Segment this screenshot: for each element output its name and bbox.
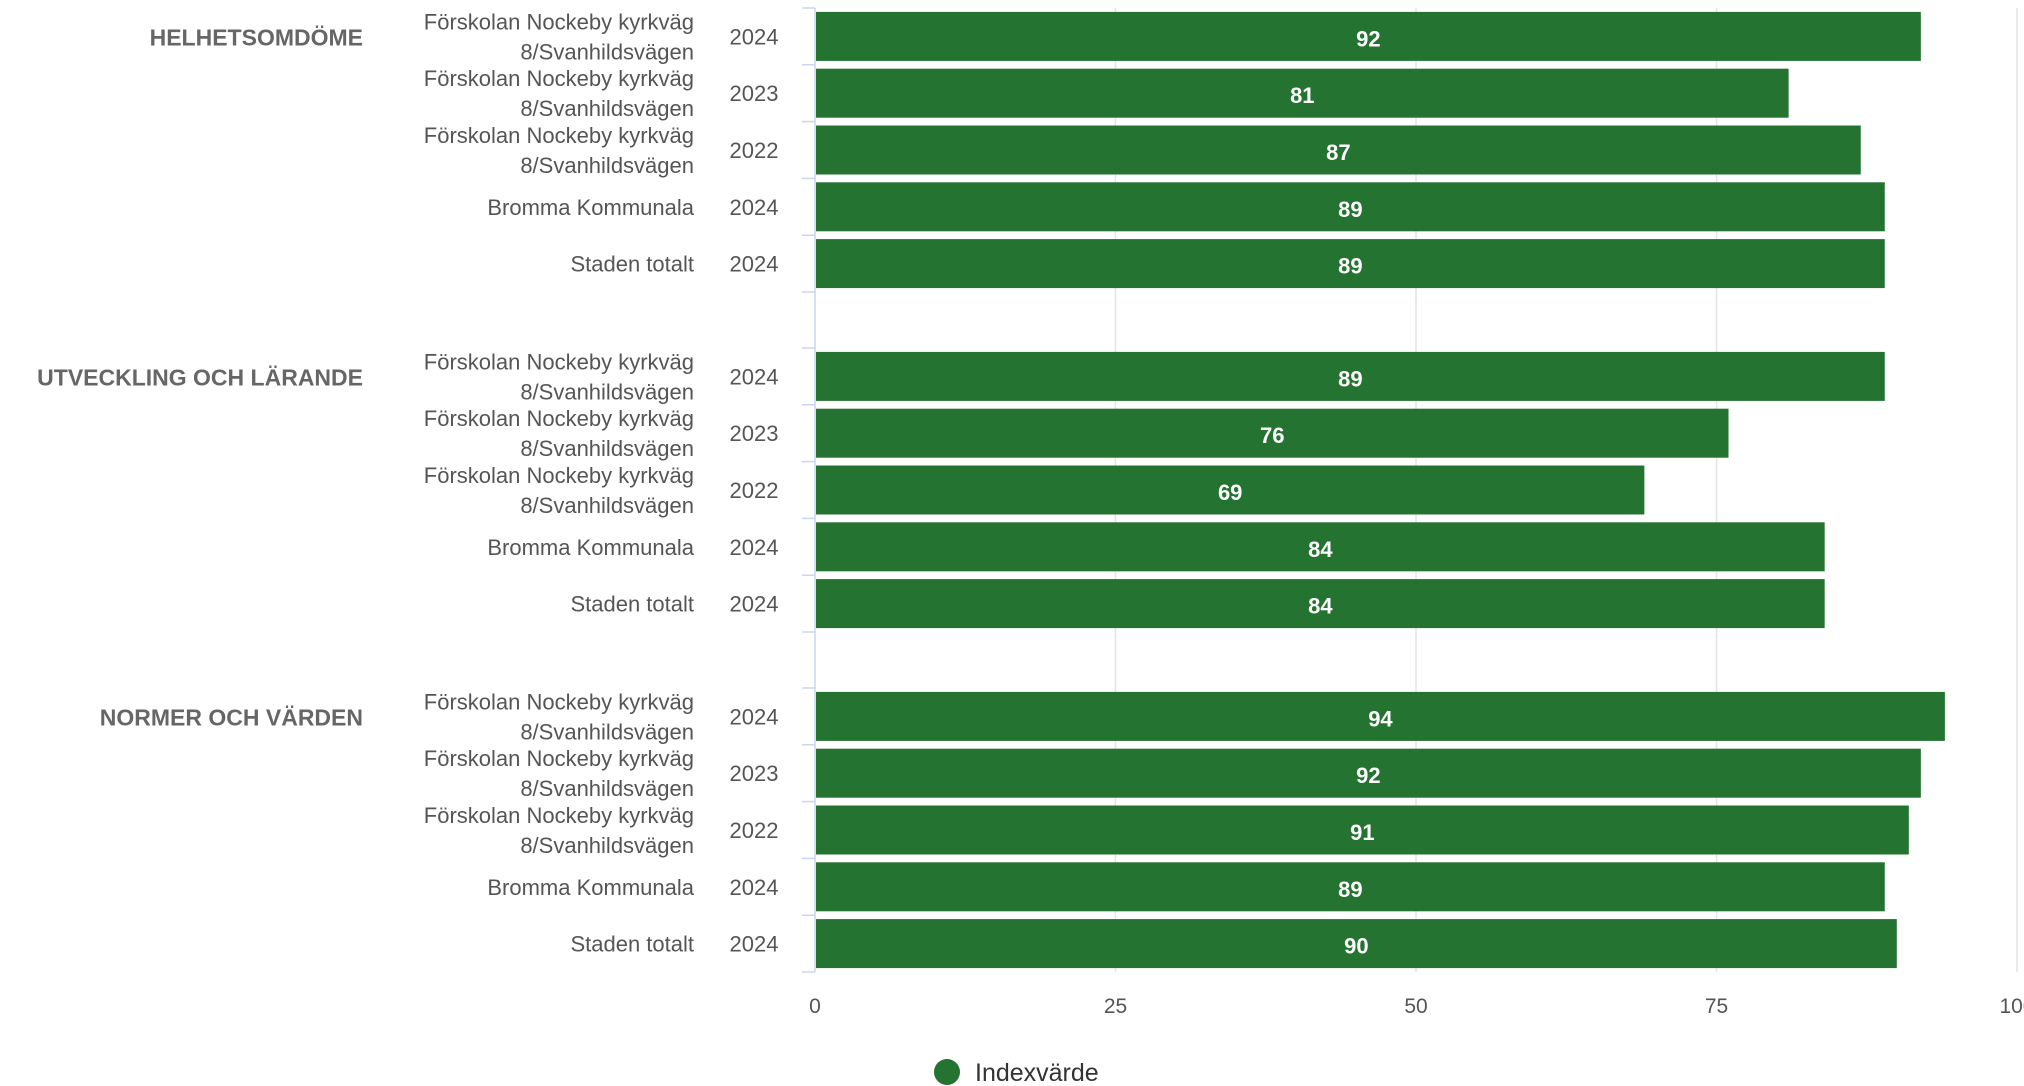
bar[interactable]: [816, 68, 1789, 118]
legend[interactable]: Indexvärde: [934, 1059, 1099, 1086]
year-label: 2023: [730, 81, 779, 106]
bar-value-label: 92: [1356, 763, 1380, 788]
bar[interactable]: [816, 691, 1945, 741]
bar[interactable]: [816, 748, 1921, 798]
row-name-label: Förskolan Nockeby kyrkväg: [424, 349, 694, 374]
category-axis: [802, 7, 816, 973]
row-name-label: 8/Svanhildsvägen: [520, 776, 694, 801]
row-name-label: 8/Svanhildsvägen: [520, 436, 694, 461]
row-name-label: Staden totalt: [570, 932, 694, 957]
group-label: HELHETSOMDÖME: [150, 24, 363, 50]
row-name-label: Bromma Kommunala: [487, 875, 694, 900]
bar-value-label: 84: [1308, 594, 1333, 619]
bar[interactable]: [816, 579, 1825, 629]
bar-value-label: 81: [1290, 83, 1314, 108]
year-label: 2024: [730, 364, 779, 389]
year-label: 2022: [730, 818, 779, 843]
bar[interactable]: [816, 522, 1825, 572]
row-name-label: 8/Svanhildsvägen: [520, 39, 694, 64]
year-label: 2024: [730, 875, 779, 900]
row-name-label: 8/Svanhildsvägen: [520, 379, 694, 404]
row-name-label: Förskolan Nockeby kyrkväg: [424, 406, 694, 431]
row-name-label: Förskolan Nockeby kyrkväg: [424, 66, 694, 91]
bar[interactable]: [816, 805, 1909, 855]
bar-value-label: 89: [1338, 366, 1362, 391]
bar-value-label: 91: [1350, 820, 1374, 845]
year-label: 2024: [730, 252, 779, 277]
bars: 92 81 87 89 89 89 76 69 84 84 94 92 91 89 90: [816, 11, 1945, 969]
row-name-label: Bromma Kommunala: [487, 195, 694, 220]
bar[interactable]: [816, 125, 1861, 175]
bar-value-label: 87: [1326, 140, 1350, 165]
year-label: 2024: [730, 932, 779, 957]
bar-value-label: 92: [1356, 26, 1380, 51]
bar[interactable]: [816, 465, 1645, 515]
group-label: UTVECKLING OCH LÄRANDE: [37, 364, 363, 390]
row-name-label: Förskolan Nockeby kyrkväg: [424, 463, 694, 488]
x-tick-label: 50: [1404, 995, 1427, 1018]
bar-value-label: 89: [1338, 197, 1362, 222]
bar-value-label: 84: [1308, 537, 1333, 562]
bar[interactable]: [816, 351, 1885, 401]
x-axis-ticks: 0 25 50 75 100: [809, 995, 2024, 1018]
year-label: 2024: [730, 535, 779, 560]
row-name-label: Staden totalt: [570, 252, 694, 277]
bar[interactable]: [816, 11, 1921, 61]
bar-value-label: 89: [1338, 254, 1362, 279]
x-tick-label: 0: [809, 995, 821, 1018]
legend-marker[interactable]: [934, 1059, 960, 1085]
bar-value-label: 90: [1344, 934, 1368, 959]
bar[interactable]: [816, 862, 1885, 912]
row-name-label: 8/Svanhildsvägen: [520, 153, 694, 178]
row-name-label: 8/Svanhildsvägen: [520, 719, 694, 744]
year-label: 2022: [730, 478, 779, 503]
year-label: 2022: [730, 138, 779, 163]
x-tick-label: 25: [1104, 995, 1127, 1018]
bar[interactable]: [816, 408, 1729, 458]
year-label: 2024: [730, 704, 779, 729]
row-name-label: Förskolan Nockeby kyrkväg: [424, 123, 694, 148]
year-label: 2023: [730, 421, 779, 446]
year-label: 2023: [730, 761, 779, 786]
row-name-label: Förskolan Nockeby kyrkväg: [424, 803, 694, 828]
row-name-label: 8/Svanhildsvägen: [520, 96, 694, 121]
year-label: 2024: [730, 195, 779, 220]
row-name-label: Förskolan Nockeby kyrkväg: [424, 9, 694, 34]
x-tick-label: 100: [1999, 995, 2024, 1018]
bar[interactable]: [816, 239, 1885, 289]
bar-value-label: 89: [1338, 877, 1362, 902]
row-name-label: Staden totalt: [570, 592, 694, 617]
row-name-label: Förskolan Nockeby kyrkväg: [424, 689, 694, 714]
bar-value-label: 69: [1218, 480, 1242, 505]
bar-value-label: 94: [1368, 706, 1393, 731]
bar[interactable]: [816, 182, 1885, 232]
group-label: NORMER OCH VÄRDEN: [100, 704, 363, 730]
row-name-label: Bromma Kommunala: [487, 535, 694, 560]
row-name-label: 8/Svanhildsvägen: [520, 833, 694, 858]
row-name-label: Förskolan Nockeby kyrkväg: [424, 746, 694, 771]
year-label: 2024: [730, 24, 779, 49]
bar-value-label: 76: [1260, 423, 1284, 448]
legend-label[interactable]: Indexvärde: [975, 1059, 1099, 1086]
row-name-label: 8/Svanhildsvägen: [520, 493, 694, 518]
year-label: 2024: [730, 592, 779, 617]
x-tick-label: 75: [1705, 995, 1728, 1018]
bar[interactable]: [816, 919, 1897, 969]
